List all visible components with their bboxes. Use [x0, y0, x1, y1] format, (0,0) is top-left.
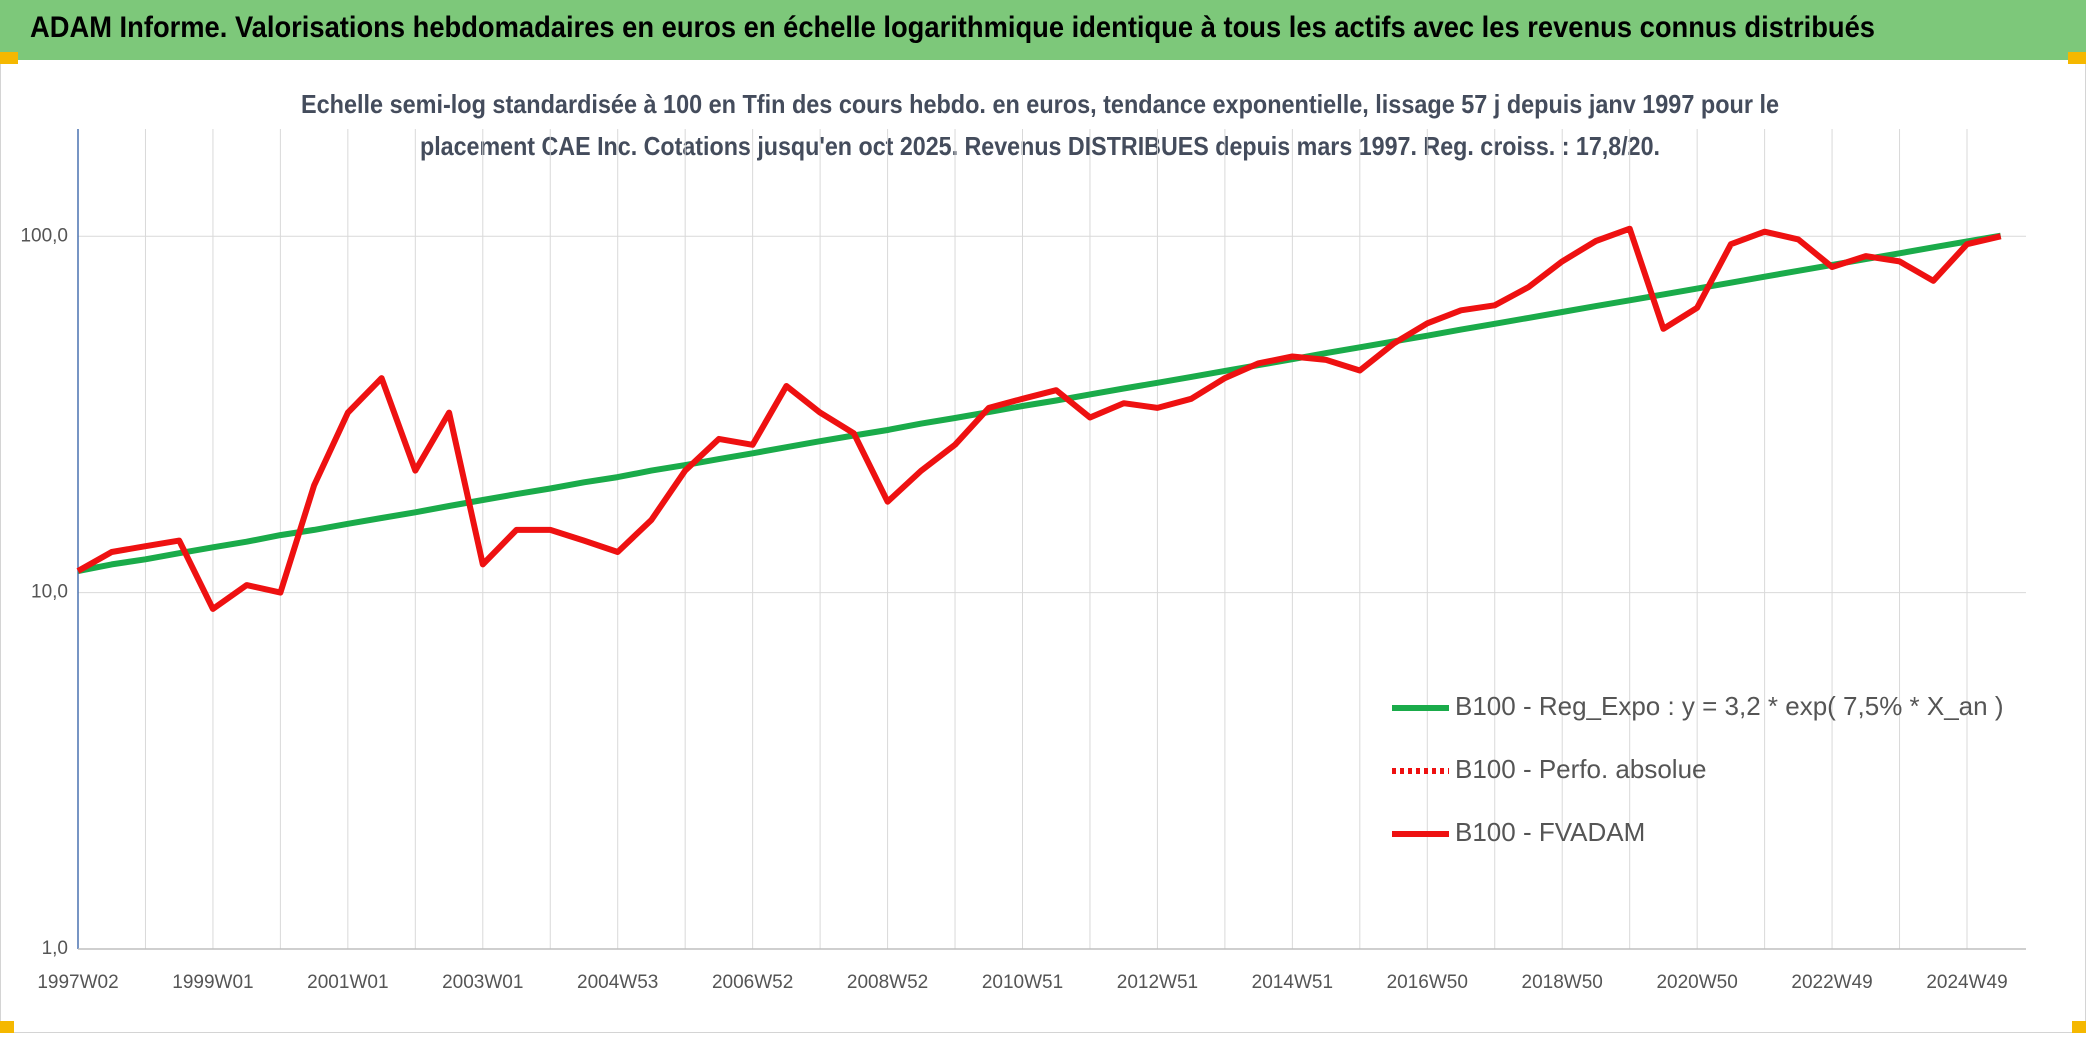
legend-label: B100 - FVADAM — [1455, 817, 1645, 847]
x-tick-label: 1999W01 — [172, 972, 253, 993]
legend-label: B100 - Reg_Expo : y = 3,2 * exp( 7,5% * … — [1455, 691, 2004, 721]
x-tick-label: 2018W50 — [1522, 972, 1603, 993]
y-tick-label: 10,0 — [31, 582, 68, 603]
y-tick-label: 100,0 — [20, 225, 68, 246]
x-tick-label: 2016W50 — [1387, 972, 1468, 993]
legend-label: B100 - Perfo. absolue — [1455, 754, 1707, 784]
x-tick-label: 2001W01 — [307, 972, 388, 993]
corner — [0, 1021, 14, 1033]
x-tick-label: 1997W02 — [37, 972, 118, 993]
x-tick-label: 2012W51 — [1117, 972, 1198, 993]
x-tick-label: 2020W50 — [1656, 972, 1737, 993]
header-bar — [0, 0, 2086, 60]
x-tick-label: 2004W53 — [577, 972, 658, 993]
corner — [2072, 1021, 2086, 1033]
data-line — [77, 232, 2002, 574]
x-tick-label: 2003W01 — [442, 972, 523, 993]
page-title: ADAM Informe. Valorisations hebdomadaire… — [30, 11, 1875, 44]
x-tick-label: 2008W52 — [847, 972, 928, 993]
x-tick-label: 2010W51 — [982, 972, 1063, 993]
corner — [0, 52, 18, 64]
corner — [2068, 52, 2086, 64]
data-line — [76, 225, 2002, 612]
y-tick-label: 1,0 — [42, 938, 68, 959]
x-tick-label: 2014W51 — [1252, 972, 1333, 993]
x-tick-label: 2006W52 — [712, 972, 793, 993]
x-tick-label: 2024W49 — [1926, 972, 2007, 993]
chart-subtitle: placement CAE Inc. Cotations jusqu'en oc… — [420, 131, 1660, 161]
chart-subtitle: Echelle semi-log standardisée à 100 en T… — [301, 89, 1779, 119]
x-tick-label: 2022W49 — [1791, 972, 1872, 993]
